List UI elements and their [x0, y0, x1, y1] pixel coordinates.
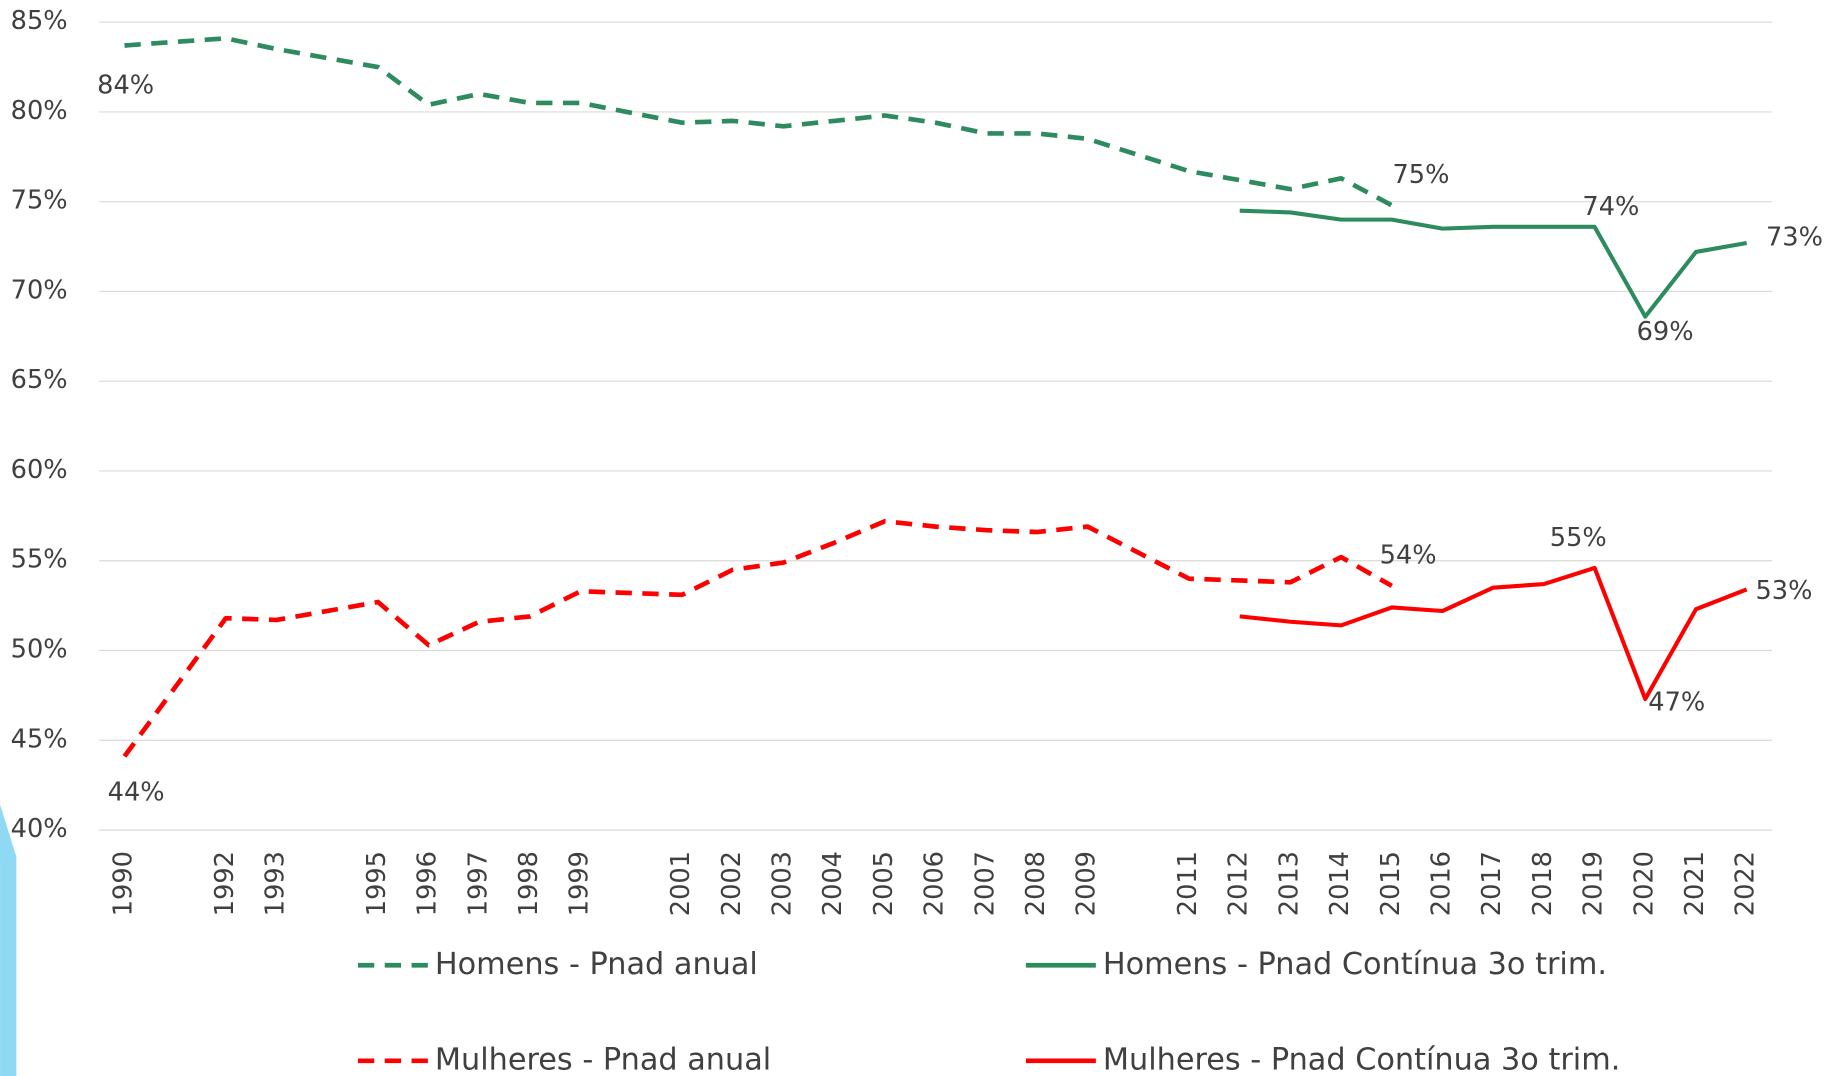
x-tick-label: 2017 [1477, 851, 1507, 916]
decoration [0, 804, 17, 1076]
x-tick-label: 2013 [1274, 851, 1304, 916]
legend-label: Homens - Pnad anual [435, 947, 758, 982]
y-tick-label: 70% [11, 275, 68, 305]
data-label: 73% [1766, 222, 1823, 252]
x-tick-label: 2012 [1224, 851, 1254, 916]
x-tick-label: 2011 [1173, 851, 1203, 916]
data-label: 69% [1637, 317, 1694, 347]
line [122, 518, 1393, 758]
data-label: 47% [1648, 688, 1705, 718]
y-tick-label: 85% [11, 6, 68, 36]
x-tick-label: 2004 [818, 851, 848, 916]
x-tick-label: 1992 [210, 851, 240, 916]
line [1239, 565, 1748, 702]
x-tick-label: 2007 [970, 851, 1000, 916]
x-tick-label: 2016 [1426, 851, 1456, 916]
x-tick-label: 2005 [869, 851, 899, 916]
data-label: 75% [1392, 160, 1449, 190]
line [1239, 208, 1748, 319]
legend-label: Mulheres - Pnad Contínua 3o trim. [1103, 1042, 1621, 1076]
x-tick-label: 1997 [463, 851, 493, 916]
x-tick-label: 2021 [1680, 851, 1710, 916]
x-tick-label: 1998 [514, 851, 544, 916]
x-tick-label: 1995 [362, 851, 392, 916]
data-label: 54% [1380, 541, 1437, 571]
y-tick-label: 45% [11, 724, 68, 754]
y-tick-label: 50% [11, 634, 68, 664]
y-tick-label: 60% [11, 455, 68, 485]
y-tick-label: 75% [11, 186, 68, 216]
data-label: 84% [97, 70, 154, 100]
x-tick-label: 2018 [1528, 851, 1558, 916]
x-tick-label: 2020 [1629, 851, 1659, 916]
x-tick-label: 2019 [1579, 851, 1609, 916]
y-tick-label: 65% [11, 365, 68, 395]
data-label: 55% [1550, 523, 1607, 553]
x-tick-label: 2009 [1072, 851, 1102, 916]
data-label: 53% [1755, 576, 1812, 606]
x-tick-label: 1996 [413, 851, 443, 916]
y-tick-label: 80% [11, 96, 68, 126]
line [124, 35, 1393, 208]
legend-label: Homens - Pnad Contínua 3o trim. [1103, 947, 1607, 982]
x-tick-label: 2003 [767, 851, 797, 916]
x-tick-label: 2015 [1376, 851, 1406, 916]
x-tick-label: 2001 [666, 851, 696, 916]
x-tick-label: 2006 [920, 851, 950, 916]
x-tick-label: 2014 [1325, 851, 1355, 916]
y-tick-label: 55% [11, 545, 68, 575]
x-tick-label: 2008 [1021, 851, 1051, 916]
data-label: 74% [1582, 192, 1639, 222]
x-tick-label: 1999 [565, 851, 595, 916]
data-label: 44% [108, 778, 165, 808]
x-tick-label: 2022 [1731, 851, 1761, 916]
x-tick-label: 1993 [261, 851, 291, 916]
legend-label: Mulheres - Pnad anual [435, 1042, 771, 1076]
x-tick-label: 2002 [717, 851, 747, 916]
y-tick-label: 40% [11, 814, 68, 844]
x-tick-label: 1990 [108, 851, 138, 916]
